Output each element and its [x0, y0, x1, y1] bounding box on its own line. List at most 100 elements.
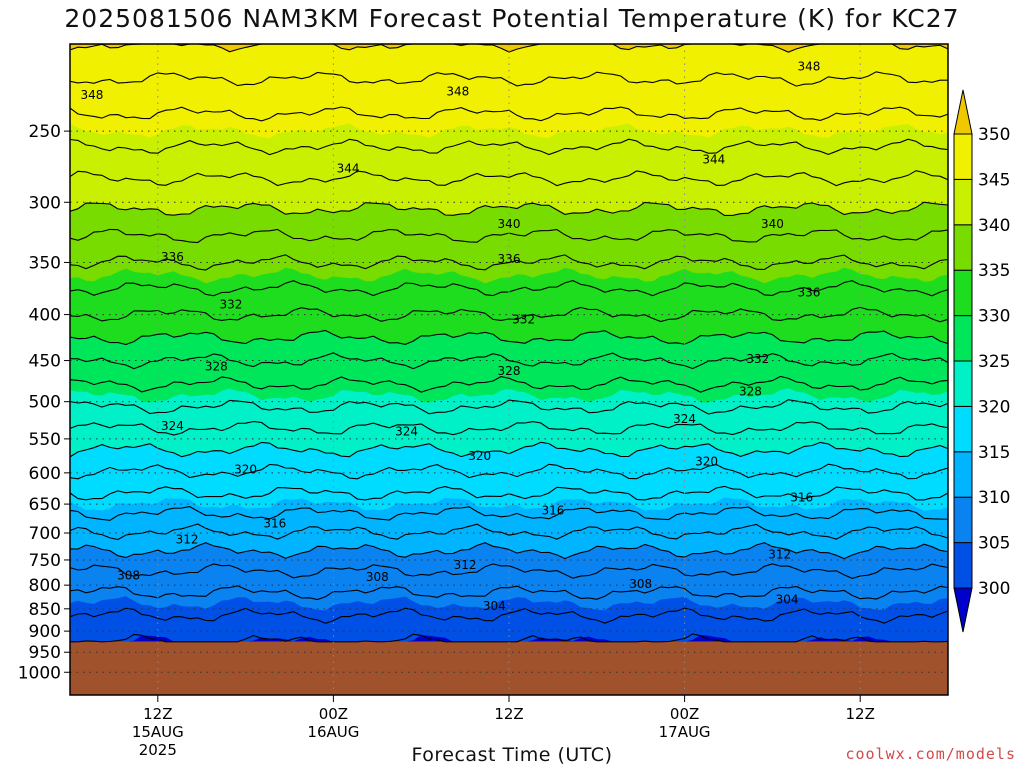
contour-label-30: 308	[629, 577, 652, 591]
contour-label-2: 348	[798, 60, 821, 74]
contour-342	[69, 170, 949, 187]
y-tick-label-500: 500	[29, 393, 61, 413]
fill-band-above-345	[70, 44, 948, 139]
colorbar-label-305: 305	[978, 534, 1010, 554]
contour-label-5: 340	[498, 217, 521, 231]
contour-label-25: 312	[176, 533, 199, 547]
grid-lines	[70, 44, 948, 695]
y-tick-label-950: 950	[29, 643, 61, 663]
contour-306	[69, 585, 949, 601]
contour-308	[69, 563, 949, 579]
contour-label-7: 336	[161, 250, 184, 264]
contour-324	[69, 399, 949, 415]
contour-304	[69, 607, 949, 624]
contour-label-23: 316	[541, 504, 564, 518]
x-tick-label-6-0: 12Z	[143, 705, 172, 723]
x-tick-label-6-1: 15AUG	[132, 723, 184, 741]
colorbar-segment-320	[953, 360, 973, 407]
colorbar-high-arrow	[953, 89, 973, 135]
colorbar-segment-300	[953, 542, 973, 589]
contour-label-16: 324	[161, 419, 184, 433]
contour-330	[69, 329, 949, 346]
contour-label-17: 324	[395, 425, 418, 439]
contour-label-22: 316	[263, 516, 286, 530]
contour-label-27: 312	[768, 548, 791, 562]
contour-label-4: 344	[702, 153, 725, 167]
colorbar-label-340: 340	[978, 216, 1010, 236]
colorbar-segment-335	[953, 224, 973, 271]
contour-310	[69, 542, 949, 560]
colorbar-label-350: 350	[978, 125, 1010, 145]
colorbar-segment-330	[953, 269, 973, 317]
x-tick-label-30-0: 12Z	[494, 705, 523, 723]
contour-label-10: 332	[220, 298, 243, 312]
contour-label-20: 320	[468, 449, 491, 463]
contour-312	[69, 523, 949, 541]
site-credit: coolwx.com/models	[845, 745, 1016, 763]
colorbar-label-330: 330	[978, 307, 1010, 327]
contour-332	[69, 306, 949, 323]
contour-326	[69, 375, 949, 393]
contour-label-26: 312	[454, 558, 477, 572]
chart-title: 2025081506 NAM3KM Forecast Potential Tem…	[64, 4, 960, 33]
contour-322	[69, 420, 949, 436]
contour-label-18: 324	[673, 412, 696, 426]
y-tick-label-850: 850	[29, 600, 61, 620]
y-tick-label-450: 450	[29, 352, 61, 372]
x-axis-title: Forecast Time (UTC)	[411, 744, 613, 766]
contour-label-11: 332	[512, 312, 535, 326]
contour-label-31: 304	[483, 599, 506, 613]
colorbar: 300 305 310 315 320 325 330 335 340 345 350	[953, 89, 1010, 633]
theta-fill-bands	[70, 44, 948, 642]
y-tick-label-800: 800	[29, 576, 61, 596]
fill-band-above-350	[70, 44, 948, 53]
colorbar-label-315: 315	[978, 443, 1010, 463]
contour-label-15: 328	[739, 384, 762, 398]
colorbar-label-320: 320	[978, 397, 1010, 417]
contour-label-21: 320	[695, 455, 718, 469]
y-tick-label-600: 600	[29, 464, 61, 484]
colorbar-segment-325	[953, 315, 973, 362]
colorbar-segment-310	[953, 451, 973, 498]
contour-label-3: 344	[337, 161, 360, 175]
colorbar-segment-340	[953, 178, 973, 226]
contour-302	[70, 633, 949, 643]
contour-314	[69, 506, 949, 521]
x-tick-label-6-2: 2025	[139, 741, 177, 759]
contour-label-24: 316	[790, 490, 813, 504]
colorbar-label-345: 345	[978, 170, 1010, 190]
y-tick-label-300: 300	[29, 193, 61, 213]
contour-label-8: 336	[498, 252, 521, 266]
colorbar-low-arrow	[953, 587, 973, 633]
contour-label-12: 332	[746, 352, 769, 366]
y-tick-label-650: 650	[29, 495, 61, 515]
x-tick-label-42-1: 17AUG	[659, 723, 711, 741]
contour-328	[69, 352, 949, 370]
colorbar-segment-345	[953, 133, 973, 180]
contour-label-29: 308	[366, 570, 389, 584]
colorbar-label-310: 310	[978, 488, 1010, 508]
contour-336	[69, 254, 949, 271]
y-tick-label-750: 750	[29, 551, 61, 571]
contour-labels: 348 348 348 344 344 340 340 336 336 336 332 332 332 3…	[80, 60, 820, 613]
y-tick-label-550: 550	[29, 430, 61, 450]
y-tick-label-400: 400	[29, 306, 61, 326]
contour-label-28: 308	[117, 568, 140, 582]
pressure-axis: 2503003504004505005506006507007508008509…	[18, 122, 70, 683]
contour-label-0: 348	[80, 88, 103, 102]
y-tick-label-700: 700	[29, 524, 61, 544]
x-tick-label-18-0: 00Z	[319, 705, 348, 723]
colorbar-segment-315	[953, 405, 973, 453]
colorbar-label-335: 335	[978, 261, 1010, 281]
y-tick-label-1000: 1000	[18, 663, 61, 683]
colorbar-label-300: 300	[978, 579, 1010, 599]
y-tick-label-900: 900	[29, 622, 61, 642]
contour-label-14: 328	[498, 364, 521, 378]
x-tick-label-18-1: 16AUG	[307, 723, 359, 741]
contour-344	[69, 138, 949, 156]
contour-label-19: 320	[234, 463, 257, 477]
y-tick-label-250: 250	[29, 122, 61, 142]
y-tick-label-350: 350	[29, 253, 61, 273]
